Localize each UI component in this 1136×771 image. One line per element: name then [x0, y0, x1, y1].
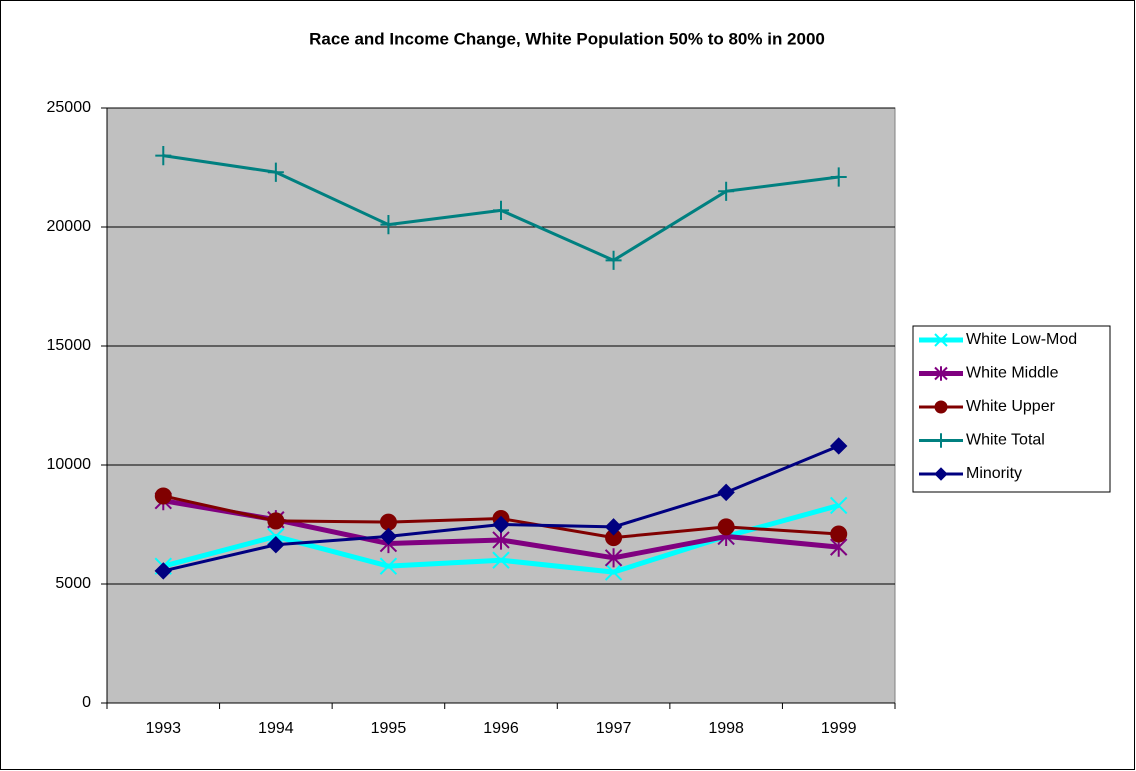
x-tick-label: 1995 [371, 720, 407, 737]
marker [492, 530, 510, 550]
marker [717, 518, 735, 536]
marker [717, 483, 735, 502]
marker [379, 557, 398, 575]
x-tick-label: 1997 [596, 720, 632, 737]
marker [830, 437, 848, 455]
marker [604, 548, 623, 568]
marker [155, 146, 172, 166]
marker [380, 215, 397, 235]
legend-label: White Total [966, 432, 1045, 449]
y-tick-label: 25000 [47, 99, 92, 116]
marker [267, 536, 285, 554]
legend-label: White Middle [966, 365, 1059, 382]
marker [267, 162, 284, 182]
marker [492, 515, 510, 534]
marker [154, 487, 172, 505]
marker [154, 562, 172, 580]
y-tick-label: 0 [82, 694, 91, 711]
marker [718, 181, 735, 201]
marker [830, 167, 847, 187]
chart-title: Race and Income Change, White Population… [309, 29, 825, 48]
x-tick-label: 1998 [708, 720, 744, 737]
marker [934, 333, 948, 347]
marker [604, 563, 623, 581]
x-tick-label: 1993 [145, 720, 181, 737]
marker [379, 527, 398, 546]
y-tick-label: 20000 [47, 218, 92, 235]
plot-area [106, 107, 896, 704]
marker [935, 433, 947, 448]
marker [492, 551, 510, 569]
y-tick-label: 5000 [55, 575, 91, 592]
marker [605, 250, 622, 270]
legend-label: Minority [966, 465, 1022, 482]
marker [604, 518, 623, 536]
y-tick-label: 10000 [47, 456, 92, 473]
y-tick-label: 15000 [47, 337, 92, 354]
x-tick-label: 1996 [483, 720, 519, 737]
marker [493, 200, 509, 220]
marker [830, 496, 848, 515]
legend-label: White Low-Mod [966, 331, 1077, 348]
marker [934, 400, 948, 414]
marker [830, 525, 848, 543]
marker [934, 467, 948, 481]
marker [934, 366, 948, 381]
x-tick-label: 1994 [258, 720, 294, 737]
marker [267, 512, 285, 530]
legend-label: White Upper [966, 398, 1056, 415]
x-tick-label: 1999 [821, 720, 857, 737]
